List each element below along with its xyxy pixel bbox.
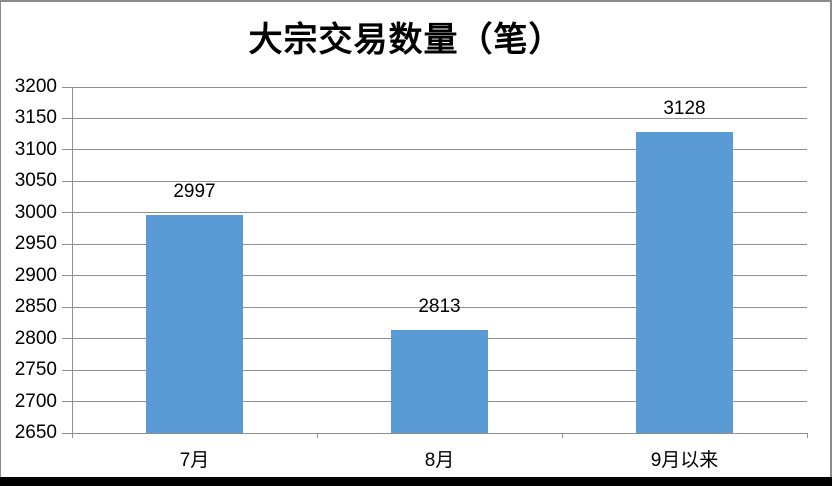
bar	[146, 214, 243, 433]
y-axis-tick-label: 3150	[14, 107, 57, 129]
x-axis-label: 7月	[179, 450, 210, 471]
chart-frame-bottom	[0, 477, 832, 486]
y-axis-tick-label: 2650	[14, 422, 57, 443]
gridline	[62, 275, 807, 277]
y-axis-tick-label: 3000	[14, 201, 57, 223]
y-axis-tick-label: 2950	[14, 233, 57, 255]
bar-value-label: 2813	[418, 296, 461, 318]
chart-frame-top	[0, 0, 832, 2]
gridline	[62, 149, 807, 151]
bar-value-label: 3128	[663, 98, 706, 120]
y-axis-tick-label: 3100	[14, 138, 57, 160]
chart-frame-left	[0, 0, 1, 486]
x-axis-tick	[317, 433, 318, 438]
gridline	[62, 243, 807, 245]
y-axis-tick-label: 2800	[14, 327, 57, 349]
x-axis-label: 9月以来	[650, 450, 719, 471]
y-axis-tick-label: 2850	[14, 296, 57, 318]
y-axis-tick-label: 3200	[14, 76, 57, 97]
chart-frame-right	[830, 0, 832, 486]
y-axis-tick-label: 2900	[14, 264, 57, 286]
x-axis-label: 8月	[424, 450, 455, 471]
bar	[636, 132, 733, 433]
bar	[391, 330, 488, 433]
gridline	[62, 117, 807, 119]
gridline	[62, 86, 807, 88]
x-axis-tick	[807, 433, 808, 438]
bar-value-label: 2997	[173, 180, 216, 202]
y-axis-tick-label: 3050	[14, 170, 57, 192]
gridline	[62, 180, 807, 182]
x-axis-tick	[562, 433, 563, 438]
chart-title: 大宗交易数量（笔）	[248, 21, 564, 59]
gridline	[62, 212, 807, 214]
gridline	[62, 306, 807, 308]
y-axis-tick-label: 2700	[14, 390, 57, 412]
y-axis-tick-label: 2750	[14, 359, 57, 381]
y-axis-line	[72, 87, 73, 438]
gridline	[62, 432, 807, 434]
